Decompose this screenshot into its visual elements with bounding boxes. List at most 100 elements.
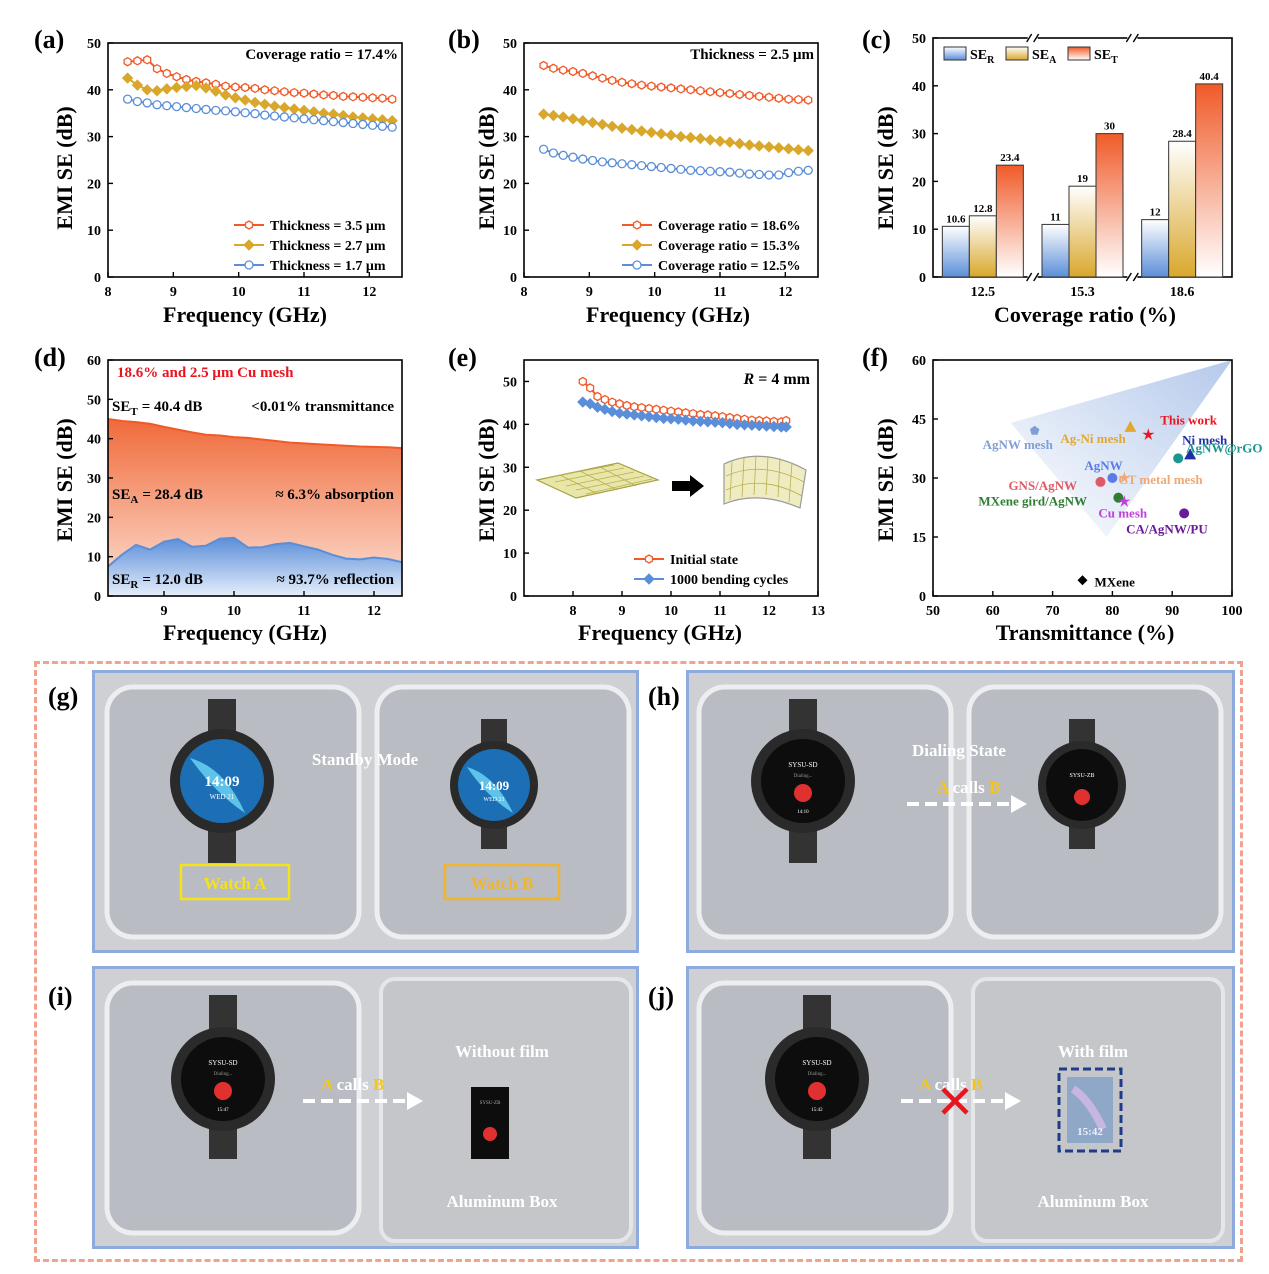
data-point [774, 93, 783, 103]
series-line-1 [543, 64, 809, 102]
bar-value-label: 28.4 [1173, 128, 1193, 140]
y-tick-label: 30 [503, 461, 517, 476]
bar [1168, 140, 1197, 278]
svg-text:SYSU-SD: SYSU-SD [802, 1059, 831, 1067]
legend-label-se-r: SER [970, 48, 995, 66]
film-window-image: 15:42 [1057, 1067, 1123, 1153]
data-point [637, 80, 646, 90]
data-point [744, 169, 755, 179]
data-point [269, 111, 280, 121]
data-point [706, 86, 715, 97]
data-point [162, 68, 171, 79]
x-tick-label: 12 [778, 285, 792, 300]
data-point [239, 94, 251, 106]
y-tick-label: 0 [510, 271, 517, 286]
legend-c: SER SEA SET [943, 46, 1118, 66]
x-tick-label: 8 [105, 285, 112, 300]
axis-break-mark [1026, 33, 1033, 43]
data-point [577, 114, 589, 127]
data-point [685, 165, 696, 175]
data-point [702, 416, 714, 428]
data-point [210, 85, 222, 97]
area-line-1 [107, 418, 403, 450]
svg-text:SYSU-ZB: SYSU-ZB [1069, 773, 1094, 779]
data-point [666, 163, 676, 174]
data-point [578, 154, 588, 164]
watch-b-window-image: SYSU-ZB [471, 1087, 509, 1159]
y-tick-label: 50 [503, 375, 517, 390]
data-point [687, 415, 699, 427]
legend-marker [244, 260, 254, 270]
data-point [694, 415, 707, 428]
legend-swatch-se-r [943, 46, 967, 61]
data-point [338, 117, 348, 128]
data-point [143, 55, 152, 65]
data-point [764, 170, 774, 180]
legend-marker [243, 239, 255, 251]
bar-value-label: 40.4 [1200, 71, 1220, 83]
y-tick-label: 40 [912, 80, 926, 95]
axis-break-mark [1033, 272, 1040, 282]
axis-break-mark [1125, 272, 1132, 282]
data-point [241, 82, 250, 93]
watch-a-dialing-image: SYSU-SD Dialing... 15:47 [171, 995, 275, 1159]
y-tick-label: 20 [503, 177, 517, 192]
svg-text:SYSU-SD: SYSU-SD [788, 761, 817, 769]
data-point [666, 83, 676, 93]
data-point [617, 77, 627, 88]
annotation-d-transmittance: <0.01% transmittance [251, 399, 394, 415]
data-point [260, 110, 270, 120]
data-point [387, 122, 397, 132]
call-label-h: A calls B [937, 778, 1000, 797]
photo-h: SYSU-SD Dialing... 14:10 SYSU-ZB Dialing… [686, 670, 1235, 953]
axis-break-gap [1027, 34, 1038, 42]
axis-title-d-x: Frequency (GHz) [163, 620, 327, 645]
axis-title-c-y: EMI SE (dB) [873, 106, 898, 229]
data-point [676, 164, 686, 175]
watch-a-image: 14:09 WED 21 [170, 699, 274, 863]
bar-value-label: 30 [1104, 121, 1116, 133]
caption-aluminum-box-j: Aluminum Box [1038, 1192, 1149, 1211]
scatter-label: AgNW [1084, 458, 1122, 473]
svg-text:SYSU-SD: SYSU-SD [208, 1059, 237, 1067]
data-point [289, 113, 299, 123]
data-point [645, 126, 658, 139]
y-tick-label: 30 [87, 131, 101, 146]
legend-label: Initial state [670, 553, 738, 568]
data-point [725, 167, 735, 177]
call-label-j: A calls B [919, 1075, 982, 1094]
axis-break-gap [1127, 34, 1138, 42]
data-point [259, 98, 271, 111]
x-tick-label: 12 [362, 285, 376, 300]
data-point [704, 134, 716, 146]
scatter-point [1077, 575, 1088, 586]
bar-value-label: 12.8 [973, 203, 993, 215]
watch-a-label: Watch A [204, 874, 268, 893]
data-point [804, 95, 813, 105]
axis-title-f-x: Transmittance (%) [996, 620, 1175, 645]
data-point [694, 132, 707, 145]
data-point [774, 170, 784, 180]
data-point [696, 85, 705, 96]
x-tick-label: 11 [713, 604, 726, 619]
data-point [714, 135, 726, 147]
panel-label-f: (f) [862, 343, 888, 372]
blocked-cross-icon [941, 1087, 969, 1115]
watch-a-dialing-image: SYSU-SD Dialing... 15:42 [765, 995, 869, 1159]
y-tick-label: 30 [503, 131, 517, 146]
x-tick-label: 80 [1105, 604, 1119, 619]
panel-label-e: (e) [448, 343, 477, 372]
data-point [151, 85, 163, 97]
data-point [695, 166, 706, 176]
y-tick-label: 20 [912, 175, 926, 190]
data-point [358, 92, 367, 103]
data-point [329, 90, 338, 101]
x-tick-label: 12 [762, 604, 776, 619]
y-tick-label: 50 [912, 32, 926, 47]
y-tick-label: 10 [87, 224, 101, 239]
scatter-label: MXene [1095, 574, 1136, 589]
data-point [231, 82, 240, 92]
data-point [724, 136, 736, 148]
data-point [388, 94, 397, 104]
data-point [200, 82, 212, 94]
